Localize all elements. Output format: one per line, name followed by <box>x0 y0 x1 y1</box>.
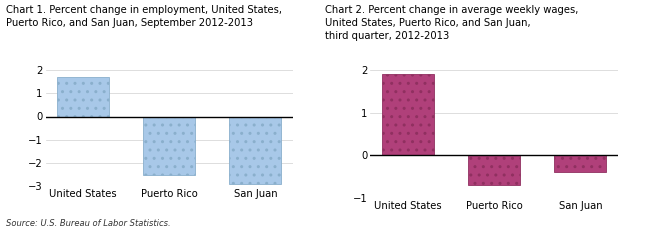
Text: Chart 1. Percent change in employment, United States,
Puerto Rico, and San Juan,: Chart 1. Percent change in employment, U… <box>6 5 283 28</box>
Text: Chart 2. Percent change in average weekly wages,
United States, Puerto Rico, and: Chart 2. Percent change in average weekl… <box>325 5 578 41</box>
Bar <box>382 74 434 155</box>
Bar <box>143 116 195 175</box>
Bar <box>57 77 109 116</box>
Bar <box>468 155 520 185</box>
Text: Source: U.S. Bureau of Labor Statistics.: Source: U.S. Bureau of Labor Statistics. <box>6 219 171 228</box>
Bar <box>554 155 606 172</box>
Bar <box>229 116 281 184</box>
